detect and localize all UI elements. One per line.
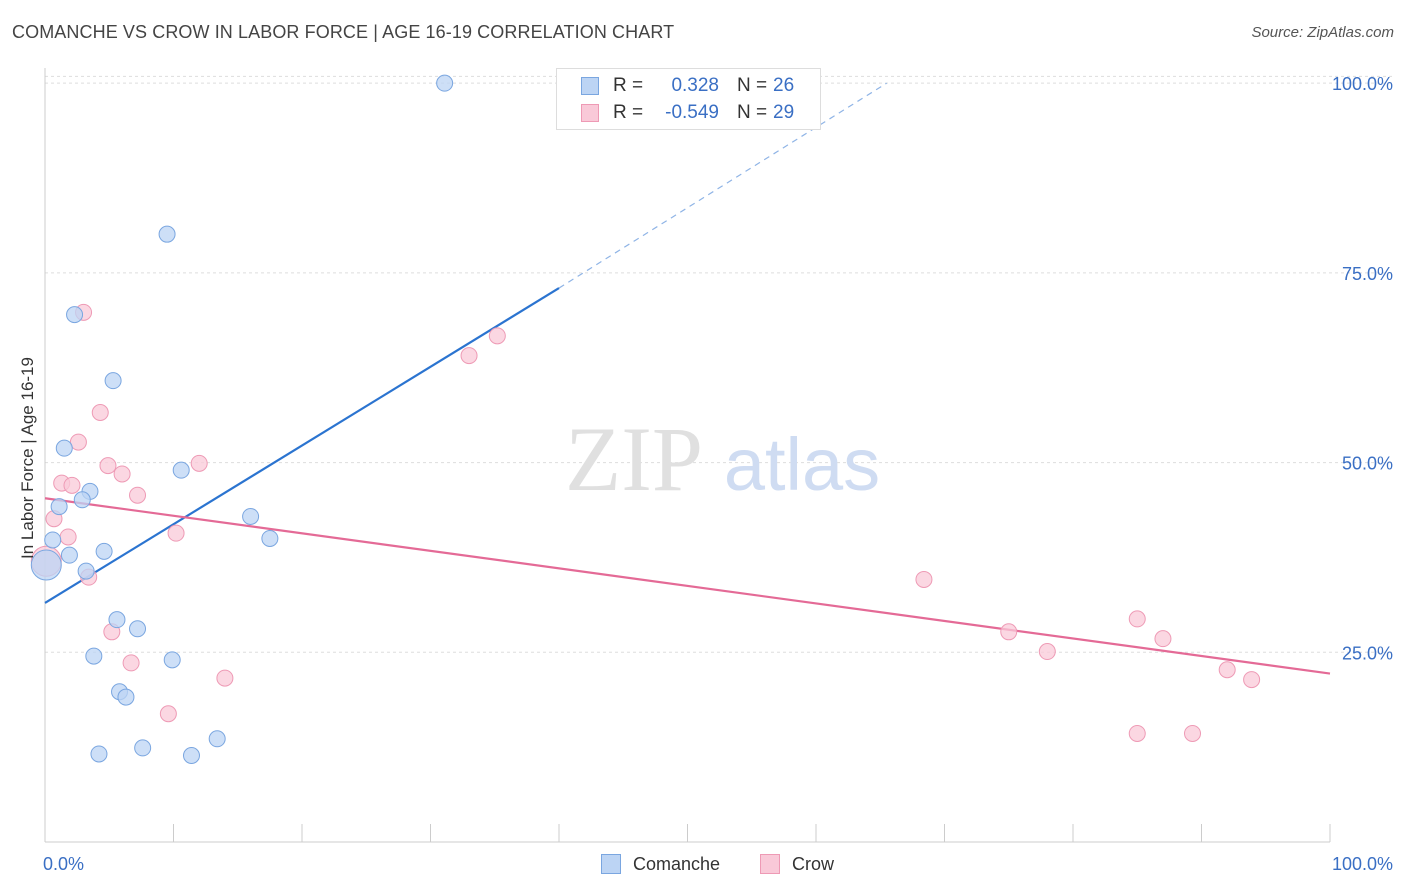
crow-swatch bbox=[581, 104, 599, 122]
comanche-point-7 bbox=[73, 491, 91, 509]
legend-row-comanche: R = 0.328 N = 26 bbox=[581, 73, 794, 99]
crow-point-7 bbox=[113, 465, 131, 483]
comanche-point-23 bbox=[134, 739, 152, 757]
y-tick-label-50: 50.0% bbox=[1342, 454, 1393, 474]
crow-point-9 bbox=[63, 476, 81, 494]
comanche-trend-extension bbox=[558, 82, 887, 289]
tick-labels: 25.0% 50.0% 75.0% 100.0% 0.0% 100.0% bbox=[43, 74, 1393, 874]
crow-r-value: -0.549 bbox=[665, 102, 719, 123]
legend-crow-label: Crow bbox=[792, 853, 835, 874]
comanche-point-22 bbox=[208, 730, 226, 748]
comanche-point-18 bbox=[85, 647, 103, 665]
comanche-point-24 bbox=[90, 745, 108, 763]
comanche-point-12 bbox=[95, 542, 113, 560]
y-tick-label-25: 25.0% bbox=[1342, 643, 1393, 663]
crow-point-26 bbox=[159, 705, 177, 723]
comanche-point-19 bbox=[163, 651, 181, 669]
chart-title: COMANCHE VS CROW IN LABOR FORCE | AGE 16… bbox=[12, 22, 675, 42]
legend-comanche-label: Comanche bbox=[633, 853, 721, 874]
crow-point-21 bbox=[1038, 643, 1056, 661]
crow-r-label: R = bbox=[613, 102, 644, 123]
comanche-point-9 bbox=[242, 507, 260, 525]
comanche-point-25 bbox=[182, 746, 200, 764]
comanche-r-label: R = bbox=[613, 75, 644, 96]
crow-point-22 bbox=[122, 654, 140, 672]
comanche-point-16 bbox=[108, 611, 126, 629]
legend-comanche-swatch bbox=[601, 854, 621, 874]
comanche-point-15 bbox=[77, 562, 95, 580]
crow-point-6 bbox=[99, 457, 117, 475]
comanche-point-1 bbox=[158, 225, 176, 243]
legend-crow-swatch bbox=[760, 854, 780, 874]
legend-item-crow: Crow bbox=[760, 852, 834, 876]
stats-legend: R = 0.328 N = 26 R = -0.549 N = 29 bbox=[556, 68, 821, 130]
comanche-point-10 bbox=[44, 531, 62, 549]
crow-point-2 bbox=[488, 327, 506, 345]
comanche-point-11 bbox=[261, 529, 279, 547]
legend-row-crow: R = -0.549 N = 29 bbox=[581, 100, 794, 126]
comanche-point-5 bbox=[172, 461, 190, 479]
data-points bbox=[30, 74, 1261, 764]
crow-trend-line bbox=[44, 497, 1331, 675]
crow-point-18 bbox=[1000, 623, 1018, 641]
crow-point-24 bbox=[216, 669, 234, 687]
watermark-atlas: atlas bbox=[724, 423, 880, 506]
crow-point-12 bbox=[167, 524, 185, 542]
watermark-zip: ZIP bbox=[565, 408, 703, 510]
comanche-point-14 bbox=[30, 549, 62, 581]
comanche-r-value: 0.328 bbox=[671, 75, 719, 96]
comanche-point-2 bbox=[66, 306, 84, 324]
trend-lines bbox=[44, 82, 1331, 675]
crow-point-16 bbox=[915, 570, 933, 588]
comanche-n-label: N = bbox=[737, 75, 768, 96]
crow-n-value: 29 bbox=[773, 102, 795, 123]
comanche-point-0 bbox=[436, 74, 454, 92]
source-credit: Source: ZipAtlas.com bbox=[1251, 24, 1394, 41]
crow-point-19 bbox=[1128, 610, 1146, 628]
crow-point-23 bbox=[1218, 661, 1236, 679]
crow-point-13 bbox=[59, 528, 77, 546]
comanche-point-13 bbox=[60, 546, 78, 564]
comanche-point-21 bbox=[117, 688, 135, 706]
y-tick-label-75: 75.0% bbox=[1342, 264, 1393, 284]
crow-point-3 bbox=[91, 404, 109, 422]
crow-point-28 bbox=[1184, 724, 1202, 742]
crow-point-20 bbox=[1154, 630, 1172, 648]
axes bbox=[44, 68, 1331, 843]
crow-point-25 bbox=[1243, 671, 1261, 689]
y-tick-label-100: 100.0% bbox=[1332, 74, 1393, 94]
comanche-point-3 bbox=[104, 372, 122, 390]
gridlines bbox=[45, 75, 1392, 653]
crow-point-4 bbox=[69, 433, 87, 451]
comanche-point-17 bbox=[129, 620, 147, 638]
crow-point-5 bbox=[190, 454, 208, 472]
crow-point-10 bbox=[129, 486, 147, 504]
comanche-swatch bbox=[581, 77, 599, 95]
comanche-point-4 bbox=[55, 439, 73, 457]
comanche-n-value: 26 bbox=[773, 75, 795, 96]
crow-point-1 bbox=[460, 347, 478, 365]
crow-point-27 bbox=[1128, 724, 1146, 742]
x-tick-label-max: 100.0% bbox=[1332, 854, 1393, 874]
crow-n-label: N = bbox=[737, 102, 768, 123]
y-axis-label: In Labor Force | Age 16-19 bbox=[18, 357, 37, 559]
comanche-trend-line bbox=[44, 287, 560, 604]
watermark: ZIP atlas bbox=[565, 408, 880, 510]
legend-item-comanche: Comanche bbox=[601, 852, 720, 876]
comanche-point-8 bbox=[50, 498, 68, 516]
x-tick-label-min: 0.0% bbox=[43, 854, 84, 874]
